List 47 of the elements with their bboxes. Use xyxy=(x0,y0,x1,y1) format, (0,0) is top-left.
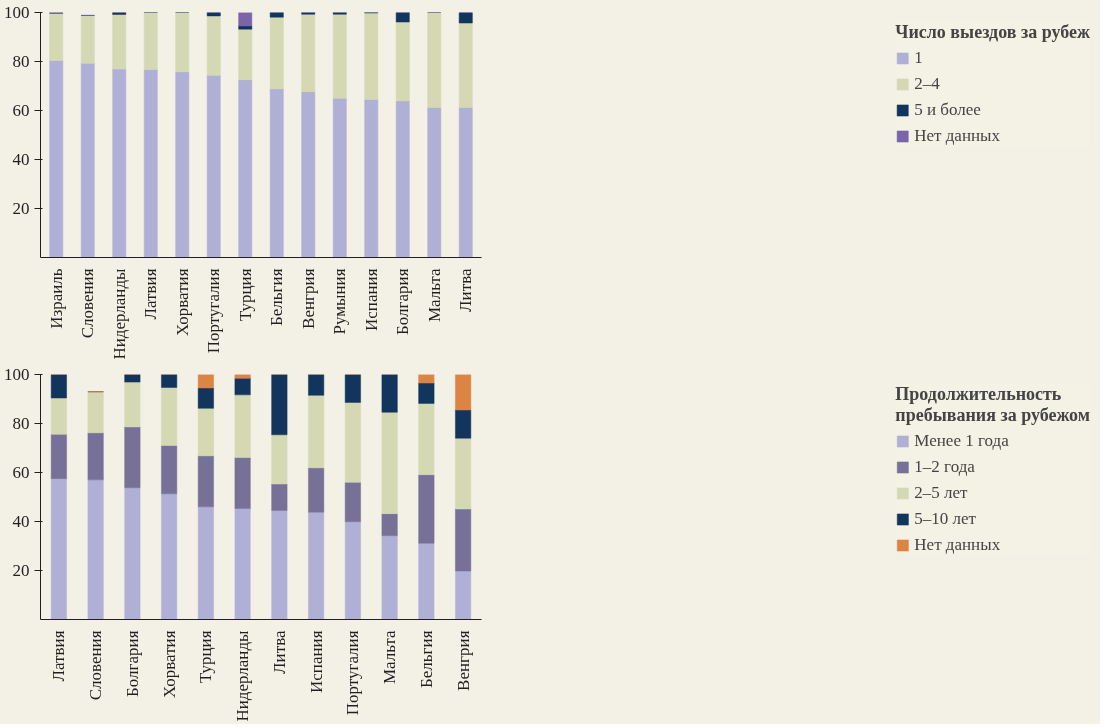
y-tick-label: 80 xyxy=(12,414,30,433)
x-tick-label: Испания xyxy=(306,630,326,693)
x-tick-label: Хорватия xyxy=(172,268,192,336)
x-tick-label: Хорватия xyxy=(159,630,179,698)
x-tick-label: Португалия xyxy=(343,630,363,716)
x-tick-label: Литва xyxy=(456,268,476,312)
legend-label: 2–4 xyxy=(914,74,940,94)
y-tick-label: 60 xyxy=(12,463,30,482)
x-tick-label: Словения xyxy=(86,630,106,701)
x-tick-label: Венгрия xyxy=(453,630,473,691)
x-tick-label: Латвия xyxy=(141,268,161,320)
x-tick-label: Венгрия xyxy=(298,268,318,329)
y-tick-label: 60 xyxy=(12,101,30,120)
y-tick-label: 20 xyxy=(12,561,30,580)
legend-label: 5–10 лет xyxy=(914,509,977,529)
x-tick-label: Португалия xyxy=(204,268,224,354)
y-tick-label: 40 xyxy=(12,512,30,531)
legend-label: Менее 1 года xyxy=(914,431,1009,451)
x-tick-label: Румыния xyxy=(330,268,350,335)
x-tick-label: Словения xyxy=(78,268,98,339)
x-tick-label: Испания xyxy=(361,268,381,331)
x-tick-label: Бельгия xyxy=(416,630,436,688)
x-tick-label: Турция xyxy=(235,268,255,322)
y-tick-label: 80 xyxy=(12,52,30,71)
x-tick-label: Литва xyxy=(269,630,289,674)
x-tick-label: Турция xyxy=(196,630,216,684)
x-tick-label: Мальта xyxy=(424,268,444,323)
y-tick-label: 20 xyxy=(12,199,30,218)
legend-title: Число выездов за рубеж xyxy=(895,22,1090,43)
legend-label: 2–5 лет xyxy=(914,483,968,503)
x-tick-label: Болгария xyxy=(393,268,413,335)
x-tick-label: Латвия xyxy=(49,630,69,682)
x-tick-label: Нидерланды xyxy=(109,267,129,360)
x-tick-label: Израиль xyxy=(46,268,66,329)
legend-label: Нет данных xyxy=(914,126,1001,146)
x-tick-label: Болгария xyxy=(122,630,142,697)
legend-label: 5 и более xyxy=(914,100,981,120)
legend-label: 1 xyxy=(914,48,924,68)
y-tick-label: 40 xyxy=(12,150,30,169)
legend-title: Продолжительность пребывания за рубежом xyxy=(895,384,1090,426)
y-tick-label: 100 xyxy=(4,3,30,22)
legend-label: Нет данных xyxy=(914,535,1001,555)
legend-label: 1–2 года xyxy=(914,457,975,477)
x-tick-label: Мальта xyxy=(380,630,400,685)
x-tick-label: Нидерланды xyxy=(233,629,253,722)
y-tick-label: 100 xyxy=(4,365,30,384)
x-tick-label: Бельгия xyxy=(267,268,287,326)
